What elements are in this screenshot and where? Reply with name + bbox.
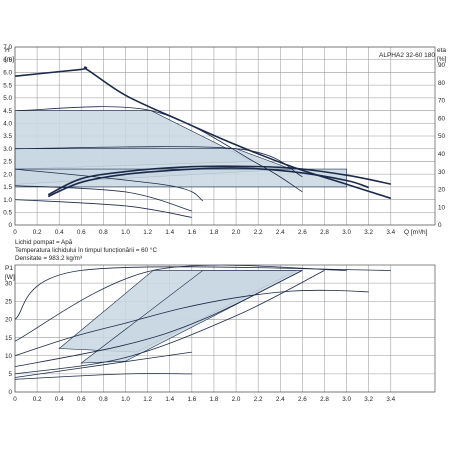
series-line (14, 264, 347, 342)
plot-frame (14, 46, 436, 226)
series-line (47, 167, 369, 198)
x-tick-label: 1.6 (187, 229, 196, 236)
x-tick-label: 0 (13, 229, 17, 236)
q-axis-label: Q [m³/h] (404, 229, 428, 236)
x-tick-label: 2.2 (254, 396, 263, 403)
power-flow-chart: 0 0.2 0.4 0.6 0.8 1.0 1.2 1.4 1.6 1.8 2.0 2.2 2.4 2.6… (5, 264, 436, 403)
y-tick-label: 0 (8, 222, 12, 229)
y-tick-label: 2.0 (3, 171, 12, 178)
x-tick-label: 2.6 (298, 229, 307, 236)
note-fluid: Lichid pompat = Apă (15, 239, 73, 246)
y-tick-label: 5.5 (3, 82, 12, 89)
x-tick-label: 1.8 (210, 229, 219, 236)
y-tick-label: 0.5 (3, 209, 12, 216)
x-tick-label: 1.0 (121, 229, 130, 236)
y-tick-label: 6.5 (3, 57, 12, 64)
x-tick-label: 1.2 (143, 229, 152, 236)
x-tick-label: 0.2 (33, 396, 42, 403)
x-tick-label: 0.6 (77, 229, 86, 236)
x-tick-label: 1.8 (210, 396, 219, 403)
eta-axis-label: eta (437, 47, 446, 54)
x-tick-label: 0.6 (77, 396, 86, 403)
y-tick-label: 1.0 (3, 197, 12, 204)
x-tick-label: 2.0 (232, 229, 241, 236)
note-temperature: Temperatura lichidului în timpul funcțio… (15, 246, 157, 254)
x-tick-label: 0.8 (99, 396, 108, 403)
x-tick-label: 0.4 (55, 229, 64, 236)
y-tick-label: 5 (8, 371, 12, 378)
y-tick-label: 5.0 (3, 95, 12, 102)
series-line (14, 146, 303, 178)
series-line (14, 351, 192, 378)
x-tick-label: 1.2 (143, 396, 152, 403)
x-tick-label: 0.4 (55, 396, 64, 403)
series-line (47, 165, 391, 196)
head-flow-chart: 0 0.2 0.4 0.6 0.8 1.0 1.2 1.4 1.6 1.8 2.0 2.2 2.4 2.6… (3, 44, 445, 236)
y-tick-label: 7.0 (3, 44, 12, 51)
y-tick-label: 10 (5, 353, 13, 360)
y2-tick-label: 60 (438, 115, 446, 122)
y2-tick-label: 30 (438, 169, 446, 176)
y2-tick-label: 0 (438, 222, 442, 229)
y2-tick-label: 40 (438, 151, 446, 158)
x-tick-label: 2.8 (320, 229, 329, 236)
y-tick-label: 3.5 (3, 133, 12, 140)
y-tick-label: 4.5 (3, 108, 12, 115)
y-tick-label: 20 (5, 317, 13, 324)
y2-tick-label: 50 (438, 133, 446, 140)
x-tick-label: 1.0 (121, 396, 130, 403)
x-tick-label: 3.2 (364, 229, 373, 236)
x-tick-label: 1.6 (187, 396, 196, 403)
y2-tick-label: 20 (438, 187, 446, 194)
y-tick-label: 2.5 (3, 159, 12, 166)
x-tick-label: 2.0 (232, 396, 241, 403)
series-line (14, 270, 303, 367)
plot-frame (14, 264, 436, 393)
p1-axis-label: P1 (5, 265, 13, 272)
x-tick-label: 3.4 (386, 229, 395, 236)
y-tick-label: 0 (8, 389, 12, 396)
series-line (17, 106, 303, 193)
note-density: Densitate = 983.2 kg/m³ (15, 255, 82, 262)
eta-axis-unit: [%] (437, 56, 447, 63)
product-label: ALPHA2 32-60 180 (379, 52, 435, 59)
x-tick-label: 2.4 (276, 396, 285, 403)
series-line (14, 199, 192, 218)
x-tick-label: 3.2 (364, 396, 373, 403)
y-tick-label: 4.0 (3, 120, 12, 127)
series-line (14, 266, 391, 320)
y2-tick-label: 80 (438, 80, 446, 87)
h-axis-label: H (5, 47, 10, 54)
x-tick-label: 2.6 (298, 396, 307, 403)
x-tick-label: 0 (13, 396, 17, 403)
x-tick-label: 3.0 (342, 396, 351, 403)
x-tick-label: 3.0 (342, 229, 351, 236)
series-line (14, 168, 204, 202)
series-line (14, 289, 369, 357)
x-tick-label: 1.4 (165, 229, 174, 236)
y2-tick-label: 90 (438, 62, 446, 69)
series-line (14, 373, 192, 380)
x-tick-label: 2.2 (254, 229, 263, 236)
x-tick-label: 0.2 (33, 229, 42, 236)
x-tick-label: 2.4 (276, 229, 285, 236)
y-tick-label: 6.0 (3, 70, 12, 77)
x-tick-label: 1.4 (165, 396, 174, 403)
x-tick-label: 0.8 (99, 229, 108, 236)
x-tick-label: 2.8 (320, 396, 329, 403)
y2-tick-label: 70 (438, 98, 446, 105)
h-axis-unit: [m] (5, 56, 14, 63)
series-line (14, 270, 325, 375)
y2-tick-label: 10 (438, 204, 446, 211)
p1-axis-unit: [W] (5, 274, 15, 281)
y-tick-label: 30 (5, 280, 13, 287)
x-tick-label: 3.4 (386, 396, 395, 403)
y-tick-label: 3.0 (3, 146, 12, 153)
y-tick-label: 25 (5, 298, 13, 305)
y-tick-label: 15 (5, 335, 13, 342)
series-line (14, 185, 192, 212)
y-tick-label: 1.5 (3, 184, 12, 191)
